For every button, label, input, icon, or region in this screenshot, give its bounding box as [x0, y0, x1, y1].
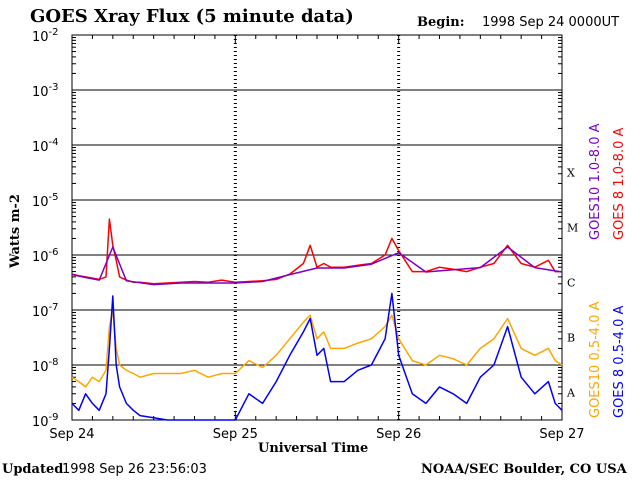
series-line	[71, 292, 563, 421]
y-axis-label: Watts m-2	[8, 194, 23, 268]
legend-goes10-short: GOES10 0.5-4.0 A	[588, 301, 603, 418]
x-tick-label: Sep 26	[376, 427, 421, 442]
x-tick-label: Sep 24	[49, 427, 94, 442]
y-tick-label: 10-6	[32, 247, 59, 265]
legend-goes8-short: GOES 8 0.5-4.0 A	[612, 305, 627, 418]
y-tick-label: 10-4	[32, 137, 59, 155]
legend-goes10-long: GOES10 1.0-8.0 A	[588, 123, 603, 240]
credit: NOAA/SEC Boulder, CO USA	[421, 462, 627, 477]
y-tick-label: 10-3	[32, 82, 59, 100]
flare-class-label: B	[567, 332, 575, 345]
chart-title: GOES Xray Flux (5 minute data)	[30, 6, 354, 27]
series-line	[71, 309, 563, 388]
y-tick-label: 10-5	[32, 192, 59, 210]
flare-class-label: C	[567, 277, 575, 290]
flare-class-label: M	[567, 222, 578, 235]
y-tick-label: 10-2	[32, 27, 59, 45]
updated-value: 1998 Sep 26 23:56:03	[62, 462, 207, 477]
series-line	[71, 218, 562, 285]
x-axis-label: Universal Time	[258, 441, 369, 456]
updated-label: Updated	[2, 462, 64, 477]
flare-class-label: A	[566, 387, 576, 400]
begin-value: 1998 Sep 24 0000UT	[482, 15, 620, 30]
y-tick-label: 10-7	[32, 302, 59, 320]
begin-label: Begin:	[417, 15, 465, 30]
flare-class-label: X	[567, 167, 575, 180]
x-tick-label: Sep 27	[539, 427, 584, 442]
series-line	[71, 246, 563, 286]
legend-goes8-long: GOES 8 1.0-8.0 A	[612, 127, 627, 240]
y-tick-label: 10-9	[32, 412, 59, 430]
plot-frame	[71, 34, 563, 421]
x-tick-label: Sep 25	[213, 427, 258, 442]
y-tick-label: 10-8	[32, 357, 59, 375]
